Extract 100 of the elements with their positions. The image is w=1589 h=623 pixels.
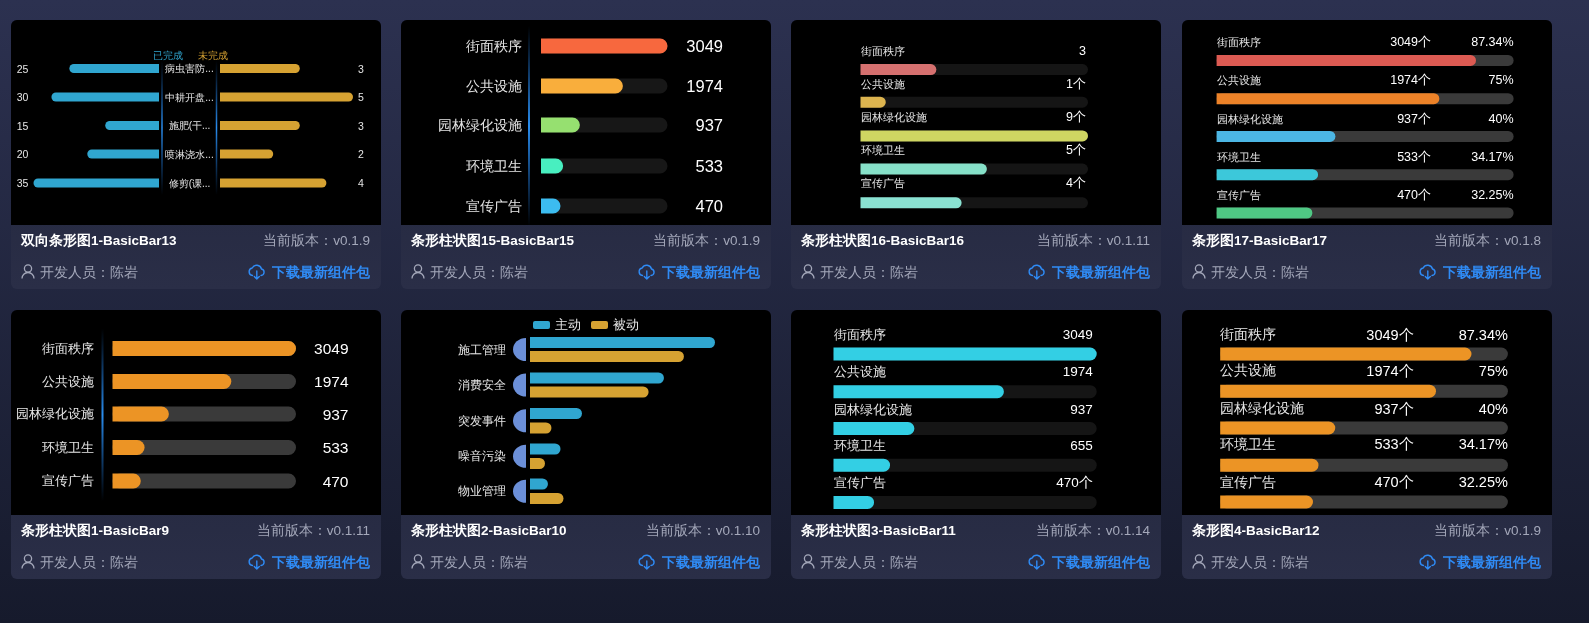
text: 下载最新组件包 (271, 264, 371, 280)
data-label: 40% (1478, 400, 1508, 417)
y-tick-label: 园林绿化设施 (833, 402, 912, 418)
text: 当前版本：v0.1.11 (1036, 232, 1150, 248)
y-tick-label: 园林绿化设施 (1220, 401, 1305, 417)
bar (51, 92, 159, 102)
bar (530, 351, 684, 362)
bar (220, 64, 300, 73)
y-tick-label: 物业管理 (458, 484, 506, 499)
data-label: 75% (1488, 73, 1514, 88)
text: 下载最新组件包 (1442, 264, 1542, 280)
data-label: 470个 (1056, 475, 1093, 491)
text: 当前版本：v0.1.9 (653, 232, 760, 248)
data-label: 87.34% (1471, 34, 1514, 49)
bar (530, 337, 715, 348)
text: 下载最新组件包 (661, 554, 761, 570)
y-tick-label: 园林绿化设施 (1216, 112, 1283, 125)
bar (33, 178, 159, 188)
data-label: 533 (322, 439, 349, 456)
y-tick-label: 环境卫生 (1216, 150, 1261, 163)
y-tick-label: 环境卫生 (465, 158, 522, 174)
text: 开发人员：陈岩 (40, 264, 138, 280)
data-label: 34.17% (1471, 149, 1514, 164)
bar (87, 149, 159, 159)
bar (530, 493, 564, 504)
y-tick-label: 公共设施 (41, 374, 94, 389)
data-label: 20 (16, 148, 29, 160)
y-tick-label: 园林绿化设施 (437, 117, 522, 133)
annotation: 533个 (1397, 149, 1431, 164)
data-label: 5 (358, 91, 365, 103)
data-label: 4个 (1066, 176, 1086, 191)
y-tick-label: 宣传广告 (41, 473, 94, 488)
y-tick-label: 修剪(课... (168, 177, 211, 189)
legend-label: 被动 (613, 318, 639, 332)
data-label: 30 (16, 91, 29, 103)
data-label: 5个 (1066, 143, 1086, 158)
bar (105, 121, 159, 130)
data-label: 40% (1488, 111, 1514, 126)
text: 当前版本：v0.1.11 (256, 522, 370, 538)
y-tick-label: 街面秩序 (833, 327, 886, 343)
text: 开发人员：陈岩 (820, 264, 918, 280)
y-tick-label: 宣传广告 (833, 475, 886, 491)
text: 当前版本：v0.1.9 (263, 232, 370, 248)
text: 当前版本：v0.1.14 (1035, 522, 1151, 538)
bar (220, 121, 300, 130)
data-label: 470 (322, 472, 349, 490)
y-tick-label: 突发事件 (458, 413, 506, 428)
data-label: 533 (695, 157, 723, 175)
y-tick-label: 宣传广告 (860, 177, 905, 190)
text: 开发人员：陈岩 (40, 554, 138, 570)
annotation: 937个 (1397, 111, 1431, 126)
data-label: 937 (322, 405, 349, 423)
y-tick-label: 街面秩序 (465, 38, 522, 54)
y-tick-label: 环境卫生 (860, 144, 905, 157)
y-tick-label: 园林绿化设施 (860, 111, 927, 123)
text: 下载最新组件包 (1051, 264, 1151, 280)
text: 条形柱状图2-BasicBar10 (410, 522, 567, 538)
text: 开发人员：陈岩 (820, 554, 918, 570)
text: 下载最新组件包 (661, 264, 761, 280)
text: 开发人员：陈岩 (430, 554, 528, 570)
y-tick-label: 病虫害防... (165, 63, 214, 74)
bar (530, 422, 552, 434)
y-tick-label: 环境卫生 (41, 439, 94, 455)
y-tick-label: 宣传广告 (465, 198, 522, 214)
y-tick-label: 噪音污染 (458, 449, 506, 464)
bar (69, 64, 159, 73)
bar (1220, 495, 1313, 509)
bar (530, 372, 664, 384)
y-tick-label: 中耕开盘... (165, 91, 214, 103)
bar (220, 149, 274, 159)
data-label: 32.25% (1458, 474, 1508, 490)
data-label: 3049 (686, 37, 723, 55)
data-label: 4 (358, 177, 365, 189)
data-label: 3 (358, 119, 365, 132)
text: 当前版本：v0.1.9 (1434, 522, 1541, 538)
y-tick-label: 宣传广告 (1216, 188, 1261, 201)
text: 下载最新组件包 (1442, 554, 1542, 570)
annotation: 1974个 (1366, 362, 1414, 379)
annotation: 533个 (1374, 436, 1414, 453)
y-tick-label: 环境卫生 (1220, 436, 1277, 452)
data-label: 1974 (1062, 363, 1094, 379)
text: 条形图17-BasicBar17 (1191, 232, 1328, 248)
text: 开发人员：陈岩 (1211, 264, 1309, 280)
series-label: 未完成 (198, 49, 228, 61)
legend-label: 主动 (555, 317, 581, 332)
y-tick-label: 街面秩序 (1216, 35, 1261, 48)
data-label: 1个 (1066, 76, 1086, 91)
data-label: 937 (695, 116, 723, 134)
bar (530, 443, 561, 455)
data-label: 2 (358, 148, 365, 160)
data-label: 32.25% (1471, 187, 1514, 202)
data-label: 3 (358, 62, 365, 75)
y-tick-label: 喷淋浇水... (165, 148, 214, 160)
bar (1216, 207, 1313, 219)
y-tick-label: 街面秩序 (41, 340, 94, 356)
data-label: 3049 (314, 340, 349, 357)
text: 条形柱状图16-BasicBar16 (800, 232, 965, 248)
data-label: 87.34% (1458, 326, 1508, 343)
text: 开发人员：陈岩 (1211, 554, 1309, 570)
annotation: 1974个 (1390, 73, 1431, 88)
